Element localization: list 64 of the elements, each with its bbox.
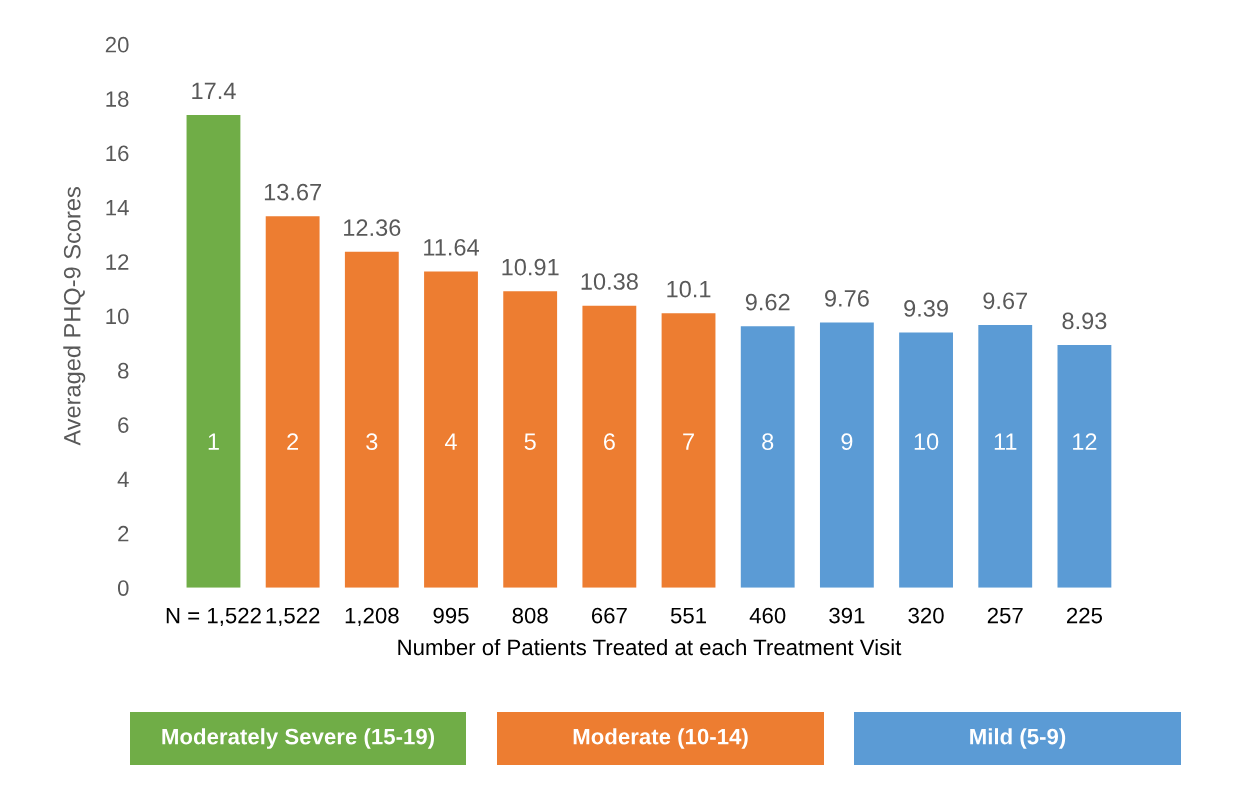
y-tick-label: 6 xyxy=(118,417,129,433)
bar xyxy=(740,326,795,588)
bar xyxy=(582,305,637,588)
y-tick-label: 2 xyxy=(118,525,129,542)
x-tick-label: 225 xyxy=(1067,607,1103,624)
x-tick-label: 391 xyxy=(829,607,865,624)
annotation: 2 xyxy=(287,433,299,450)
y-tick-label: 14 xyxy=(106,200,129,216)
data-label: 10.91 xyxy=(502,258,559,276)
annotation: 10 xyxy=(914,433,939,450)
x-tick-label: 257 xyxy=(987,607,1023,624)
y-tick-label: 18 xyxy=(106,91,129,107)
bar xyxy=(186,114,241,588)
data-label: 11.64 xyxy=(424,238,479,256)
bar xyxy=(424,271,478,588)
y-tick-label: 4 xyxy=(117,471,129,488)
annotation: 11 xyxy=(994,433,1017,450)
y-axis-title: Averaged PHQ-9 Scores xyxy=(63,187,86,446)
data-label: 10.38 xyxy=(581,273,638,290)
x-tick-label: 808 xyxy=(512,607,548,624)
bar xyxy=(344,251,399,588)
annotation: 7 xyxy=(683,433,694,450)
bar xyxy=(819,322,874,588)
x-tick-label: 667 xyxy=(591,607,627,624)
y-tick-label: 8 xyxy=(118,362,129,379)
text: Moderately Severe (15-19) xyxy=(162,728,435,749)
bar xyxy=(978,324,1033,588)
annotation: 8 xyxy=(762,433,774,450)
data-label: 10.1 xyxy=(667,280,711,298)
annotation: 3 xyxy=(366,433,378,450)
annotation: 5 xyxy=(524,433,536,450)
bar xyxy=(1057,345,1112,588)
y-tick-label: 16 xyxy=(106,145,129,162)
x-axis-title: Number of Patients Treated at each Treatment Visit xyxy=(398,638,902,656)
data-label: 13.67 xyxy=(264,183,322,201)
text: Moderate (10-14) xyxy=(573,728,748,749)
y-tick-label: 10 xyxy=(106,308,129,325)
x-tick-label: 995 xyxy=(433,607,469,624)
x-tick-label: 1,522 xyxy=(266,607,320,627)
data-label: 9.76 xyxy=(825,289,869,307)
data-label: 8.93 xyxy=(1062,312,1107,330)
data-label: 9.67 xyxy=(983,292,1028,310)
annotation: 12 xyxy=(1073,433,1097,450)
bar xyxy=(661,313,716,588)
annotation: 9 xyxy=(841,433,853,450)
data-label: 9.62 xyxy=(745,293,790,311)
data-label: 12.36 xyxy=(344,219,401,237)
x-tick-label: 551 xyxy=(670,607,706,624)
data-label: 9.39 xyxy=(904,300,948,317)
annotation: 4 xyxy=(444,433,457,450)
y-tick-label: 12 xyxy=(106,254,129,270)
y-tick-label: 20 xyxy=(105,36,129,53)
data-label: 17.4 xyxy=(192,82,236,99)
annotation: 1 xyxy=(208,433,219,450)
bar xyxy=(899,332,953,588)
bar xyxy=(503,291,558,588)
annotation: 6 xyxy=(603,433,615,450)
y-tick-label: 0 xyxy=(117,580,129,596)
x-tick-label: N = 1,522 xyxy=(166,607,261,627)
x-tick-label: 460 xyxy=(749,607,786,624)
bar xyxy=(265,216,320,588)
text: Mild (5-9) xyxy=(970,728,1066,749)
x-tick-label: 320 xyxy=(908,607,944,624)
x-tick-label: 1,208 xyxy=(345,607,399,627)
